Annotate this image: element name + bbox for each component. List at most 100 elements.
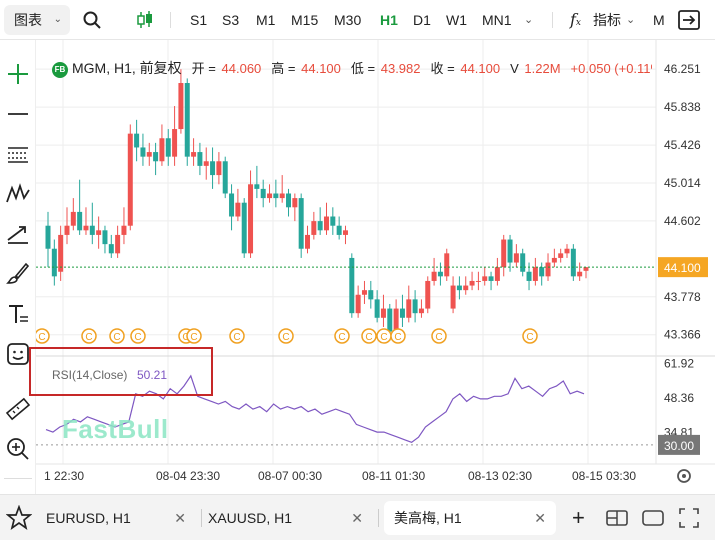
candle-body: [437, 271, 443, 277]
add-tab-icon[interactable]: +: [572, 505, 585, 530]
candle-body: [317, 221, 323, 231]
top-toolbar: 图表 ⌄ S1 S3 M1 M15 M30 H1 D1 W1 MN1 ⌄ fx 指标 ⌄ M: [0, 0, 715, 40]
candle-body: [412, 299, 418, 314]
candle-body: [526, 271, 532, 281]
candle-body: [229, 193, 235, 217]
interval-s1[interactable]: S1: [190, 12, 208, 28]
interval-w1[interactable]: W1: [446, 12, 467, 28]
chart-type-dropdown[interactable]: 图表 ⌄: [4, 5, 70, 35]
candle-body: [323, 216, 329, 231]
candle-body: [292, 198, 298, 208]
candle-body: [146, 152, 152, 157]
dividend-marker-icon: [109, 328, 125, 344]
interval-mn1[interactable]: MN1: [482, 12, 512, 28]
rsi-label[interactable]: RSI(14,Close): [52, 368, 128, 382]
price-axis: 46.251 45.838 45.426 45.014 44.602 43.778 43.3…: [658, 62, 708, 342]
candle-body: [172, 129, 178, 157]
window-icon[interactable]: [640, 505, 666, 531]
close-tab-icon[interactable]: ✕: [351, 510, 363, 526]
candle-body: [203, 161, 209, 166]
legend-open-label: 开 =: [191, 61, 216, 76]
dividend-marker-icon: [130, 328, 146, 344]
dividend-marker-icon: [431, 328, 447, 344]
candle-body: [336, 225, 342, 235]
dividend-marker-icon: [229, 328, 245, 344]
time-tick-label: 08-11 01:30: [362, 469, 425, 483]
candle-body: [241, 202, 247, 254]
candle-body: [184, 83, 190, 157]
emoji-icon[interactable]: [4, 340, 32, 368]
dividend-marker-icon: [334, 328, 350, 344]
current-price-label: 44.100: [664, 261, 701, 275]
legend-volume: 1.22M: [524, 61, 561, 76]
brush-icon[interactable]: [4, 260, 32, 288]
symbol-tab[interactable]: XAUUSD, H1 ✕: [198, 501, 373, 535]
interval-dropdown-icon[interactable]: ⌄: [524, 14, 534, 26]
candle-body: [551, 257, 557, 263]
interval-m15[interactable]: M15: [291, 12, 319, 28]
exit-fullscreen-icon[interactable]: [678, 10, 700, 30]
candle-body: [456, 285, 462, 291]
zoom-in-icon[interactable]: [4, 435, 32, 463]
symbol-tab[interactable]: 美高梅, H1 ✕: [384, 501, 556, 535]
chart-grid: [36, 40, 715, 465]
close-tab-icon[interactable]: ✕: [174, 510, 186, 526]
fibonacci-icon[interactable]: [4, 140, 32, 168]
projection-icon[interactable]: [4, 220, 32, 248]
dividend-marker-icon: [81, 328, 97, 344]
rsi-series: [36, 374, 656, 446]
legend-change: +0.050 (+0.11%: [570, 61, 652, 76]
candle-body: [501, 239, 507, 268]
ruler-icon[interactable]: [4, 395, 32, 423]
search-icon[interactable]: [82, 10, 102, 30]
interval-h1[interactable]: H1: [380, 12, 398, 28]
candle-body: [368, 290, 374, 300]
indicator-label[interactable]: 指标: [593, 12, 621, 28]
rsi-value: 50.21: [137, 368, 168, 382]
price-tick-label: 43.366: [664, 328, 701, 342]
crosshair-icon[interactable]: [4, 60, 32, 88]
legend-symbol[interactable]: MGM, H1, 前复权: [72, 60, 182, 76]
candle-body: [45, 225, 51, 249]
interval-m1[interactable]: M1: [256, 12, 276, 28]
candle-body: [513, 253, 519, 263]
close-tab-icon[interactable]: ✕: [534, 510, 546, 526]
legend-low-label: 低 =: [350, 61, 376, 76]
more-label[interactable]: M: [653, 12, 665, 28]
dividend-marker-glyph: C: [85, 332, 92, 343]
candle-body: [96, 230, 102, 235]
candle-body: [488, 276, 494, 281]
settings-gear-icon[interactable]: [677, 469, 691, 483]
candle-body: [222, 161, 228, 194]
pattern-icon[interactable]: [4, 180, 32, 208]
dividend-marker-icon: [186, 328, 202, 344]
interval-s3[interactable]: S3: [222, 12, 240, 28]
candlestick-type-icon[interactable]: [134, 9, 156, 31]
indicator-icon[interactable]: fx: [570, 10, 581, 29]
interval-d1[interactable]: D1: [413, 12, 431, 28]
symbol-tab-bar: EURUSD, H1 ✕ XAUUSD, H1 ✕ 美高梅, H1 ✕ +: [0, 494, 715, 540]
candle-body: [134, 133, 140, 148]
candle-body: [393, 308, 399, 332]
layout-icon[interactable]: [604, 505, 630, 531]
time-axis: 1 22:30 08-04 23:30 08-07 00:30 08-11 01:30…: [44, 469, 691, 483]
fastbull-badge: FB: [52, 61, 68, 78]
candle-body: [406, 299, 412, 318]
candle-body: [191, 152, 197, 157]
candle-body: [89, 225, 95, 235]
chevron-down-icon: ⌄: [626, 14, 636, 26]
dividend-marker-glyph: C: [113, 332, 120, 343]
candle-body: [311, 221, 317, 235]
dividend-marker-icon: [361, 328, 377, 344]
star-icon[interactable]: [6, 505, 32, 531]
text-tool-icon[interactable]: [4, 300, 32, 328]
time-tick-label: 08-07 00:30: [258, 469, 322, 483]
symbol-tab[interactable]: EURUSD, H1 ✕: [36, 501, 196, 535]
interval-m30[interactable]: M30: [334, 12, 362, 28]
legend-close: 44.100: [460, 61, 501, 76]
trend-line-icon[interactable]: [4, 100, 32, 128]
fullscreen-icon[interactable]: [676, 505, 702, 531]
chevron-down-icon: ⌄: [53, 14, 62, 25]
candle-body: [558, 253, 564, 258]
